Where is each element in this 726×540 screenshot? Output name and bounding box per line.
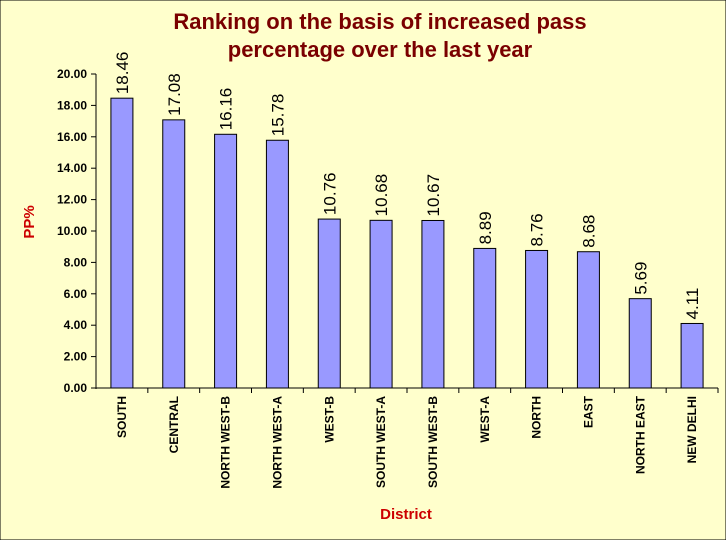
y-axis-ticks: 0.00 2.00 4.00 6.00 8.00 10.00 12.00 14.00 16.00… — [57, 67, 96, 395]
data-label: 10.76 — [320, 173, 339, 216]
bar — [317, 218, 341, 389]
bar — [473, 247, 497, 389]
y-tick-label: 8.00 — [64, 255, 88, 269]
data-label: 18.46 — [113, 52, 132, 95]
x-category-label: SOUTH — [115, 396, 129, 438]
bar — [265, 139, 289, 389]
bar — [110, 97, 134, 389]
bars — [110, 97, 704, 389]
bar — [421, 219, 445, 389]
x-category-label: WEST-A — [478, 396, 492, 443]
bar — [680, 322, 704, 389]
data-label: 15.78 — [268, 94, 287, 137]
data-label: 10.68 — [372, 174, 391, 217]
bar — [162, 119, 186, 389]
chart-title-line-2: percentage over the last year — [228, 37, 533, 62]
y-tick-label: 4.00 — [64, 318, 88, 332]
y-tick-label: 12.00 — [57, 193, 87, 207]
x-category-label: CENTRAL — [167, 396, 181, 453]
y-tick-label: 14.00 — [57, 161, 87, 175]
x-category-label: NORTH EAST — [633, 395, 647, 474]
y-tick-label: 2.00 — [64, 350, 88, 364]
x-category-label: SOUTH WEST-B — [426, 396, 440, 488]
bar — [369, 219, 393, 389]
x-category-label: EAST — [581, 395, 595, 428]
data-label: 4.11 — [683, 288, 702, 320]
x-category-label: SOUTH WEST-A — [374, 396, 388, 488]
y-tick-label: 18.00 — [57, 98, 87, 112]
chart-title: Ranking on the basis of increased pass p… — [173, 9, 586, 62]
y-tick-label: 20.00 — [57, 67, 87, 81]
y-tick-label: 6.00 — [64, 287, 88, 301]
data-label: 8.68 — [579, 215, 598, 248]
y-axis-title: PP% — [21, 205, 38, 238]
x-category-label: NEW DELHI — [685, 396, 699, 463]
bar — [628, 298, 652, 389]
x-category-label: WEST-B — [322, 396, 336, 443]
y-tick-label: 16.00 — [57, 130, 87, 144]
chart-title-line-1: Ranking on the basis of increased pass — [173, 9, 586, 34]
x-category-label: NORTH WEST-B — [219, 396, 233, 489]
x-category-label: NORTH WEST-A — [270, 396, 284, 489]
x-axis-categories: SOUTH CENTRAL NORTH WEST-B NORTH WEST-A WEST… — [115, 388, 719, 489]
bar — [576, 251, 600, 389]
x-category-label: NORTH — [530, 396, 544, 439]
y-tick-label: 10.00 — [57, 224, 87, 238]
data-label: 17.08 — [165, 73, 184, 116]
data-labels: 18.46 17.08 16.16 15.78 10.76 10.68 10.67 8.89 8… — [113, 52, 702, 320]
data-label: 8.76 — [528, 213, 547, 246]
data-label: 10.67 — [424, 174, 443, 217]
data-label: 8.89 — [476, 211, 495, 244]
y-tick-label: 0.00 — [64, 381, 88, 395]
bar — [214, 133, 238, 389]
bar — [525, 249, 549, 389]
data-label: 16.16 — [217, 88, 236, 131]
data-label: 5.69 — [631, 262, 650, 295]
x-axis-title: District — [380, 506, 432, 523]
